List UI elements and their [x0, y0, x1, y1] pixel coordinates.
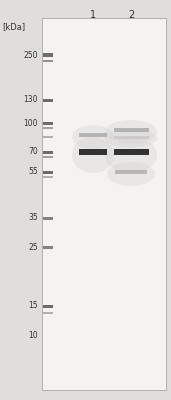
- Text: 10: 10: [28, 330, 38, 340]
- Ellipse shape: [72, 137, 114, 173]
- Text: 250: 250: [23, 50, 38, 60]
- Bar: [42, 18, 166, 390]
- Bar: [43, 136, 53, 138]
- Text: [kDa]: [kDa]: [2, 22, 25, 31]
- Text: 70: 70: [28, 148, 38, 156]
- Bar: [43, 98, 53, 102]
- Bar: [114, 136, 148, 138]
- Bar: [43, 156, 53, 158]
- Bar: [114, 128, 148, 132]
- Bar: [43, 60, 53, 62]
- Ellipse shape: [107, 162, 155, 186]
- Bar: [43, 216, 53, 220]
- Text: 25: 25: [28, 242, 38, 252]
- Bar: [114, 149, 148, 155]
- Bar: [79, 133, 107, 137]
- Text: 15: 15: [28, 302, 38, 310]
- Bar: [43, 170, 53, 174]
- Bar: [115, 170, 147, 174]
- Text: 130: 130: [23, 96, 38, 104]
- Text: 100: 100: [23, 118, 38, 128]
- Bar: [43, 53, 53, 57]
- Bar: [43, 127, 53, 129]
- Ellipse shape: [105, 120, 157, 144]
- Ellipse shape: [105, 137, 157, 173]
- Bar: [43, 312, 53, 314]
- Bar: [79, 149, 107, 155]
- Bar: [43, 304, 53, 308]
- Bar: [43, 150, 53, 154]
- Text: 35: 35: [28, 214, 38, 222]
- Bar: [43, 122, 53, 124]
- Bar: [43, 176, 53, 178]
- Ellipse shape: [105, 130, 157, 148]
- Text: 1: 1: [90, 10, 96, 20]
- Bar: [43, 246, 53, 248]
- Text: 2: 2: [128, 10, 134, 20]
- Ellipse shape: [72, 125, 114, 149]
- Text: 55: 55: [28, 168, 38, 176]
